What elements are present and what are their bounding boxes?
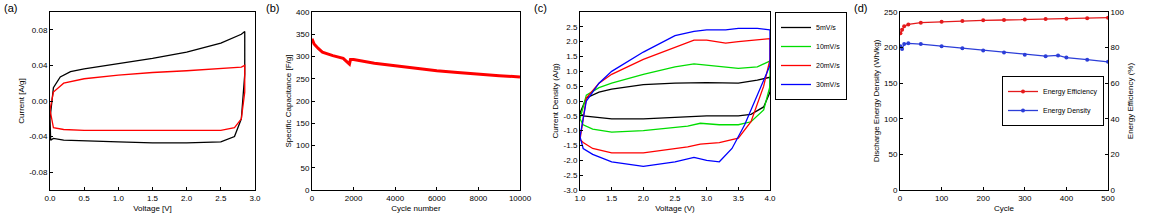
svg-text:20: 20 (1111, 150, 1120, 159)
svg-text:-0.08: -0.08 (29, 168, 48, 177)
svg-text:100: 100 (935, 194, 949, 203)
svg-text:0.0: 0.0 (44, 194, 56, 203)
svg-text:200: 200 (884, 43, 898, 52)
svg-text:50: 50 (888, 150, 897, 159)
svg-text:0.0: 0.0 (566, 97, 578, 106)
svg-text:-1.5: -1.5 (564, 141, 578, 150)
svg-text:300: 300 (296, 52, 310, 61)
svg-text:4.0: 4.0 (764, 194, 776, 203)
svg-text:(c): (c) (534, 2, 547, 14)
svg-text:3.5: 3.5 (733, 194, 745, 203)
svg-text:300: 300 (1018, 194, 1032, 203)
svg-text:50: 50 (300, 164, 309, 173)
svg-text:0: 0 (310, 194, 315, 203)
svg-text:40: 40 (1111, 115, 1120, 124)
svg-text:400: 400 (296, 8, 310, 17)
svg-text:0: 0 (305, 186, 310, 195)
svg-text:Cycle: Cycle (994, 204, 1015, 213)
svg-text:1.0: 1.0 (113, 194, 125, 203)
svg-text:(b): (b) (266, 2, 279, 14)
svg-text:20mV/s: 20mV/s (816, 62, 840, 69)
svg-text:5mV/s: 5mV/s (816, 24, 836, 31)
svg-text:Cycle number: Cycle number (391, 204, 441, 213)
svg-text:Voltage (V): Voltage (V) (655, 204, 695, 213)
svg-text:100: 100 (1111, 8, 1125, 17)
svg-text:250: 250 (296, 75, 310, 84)
svg-text:10000: 10000 (509, 194, 532, 203)
svg-text:1.5: 1.5 (606, 194, 618, 203)
svg-text:-0.5: -0.5 (564, 112, 578, 121)
svg-text:1.5: 1.5 (566, 52, 578, 61)
svg-text:100: 100 (884, 115, 898, 124)
svg-text:0: 0 (898, 194, 903, 203)
svg-text:Energy Efficiency: Energy Efficiency (1043, 88, 1097, 96)
svg-text:Current [A/g]: Current [A/g] (17, 78, 26, 123)
svg-text:2000: 2000 (345, 194, 363, 203)
svg-text:150: 150 (296, 119, 310, 128)
svg-text:10mV/s: 10mV/s (816, 43, 840, 50)
svg-text:0.5: 0.5 (79, 194, 91, 203)
svg-text:Energy Efficiency (%): Energy Efficiency (%) (1126, 63, 1135, 140)
svg-text:0: 0 (893, 186, 898, 195)
svg-text:1.0: 1.0 (574, 194, 586, 203)
svg-text:350: 350 (296, 30, 310, 39)
svg-text:Current Density (A/g): Current Density (A/g) (551, 63, 560, 138)
svg-text:3.0: 3.0 (249, 194, 261, 203)
svg-text:500: 500 (1101, 194, 1115, 203)
svg-text:8000: 8000 (470, 194, 488, 203)
svg-text:80: 80 (1111, 43, 1120, 52)
svg-text:30mV/s: 30mV/s (816, 81, 840, 88)
svg-text:2.0: 2.0 (181, 194, 193, 203)
svg-text:0.5: 0.5 (566, 82, 578, 91)
svg-text:200: 200 (977, 194, 991, 203)
svg-text:2.5: 2.5 (215, 194, 227, 203)
svg-text:2.5: 2.5 (669, 194, 681, 203)
svg-text:2.0: 2.0 (638, 194, 650, 203)
svg-text:0.08: 0.08 (32, 26, 48, 35)
svg-text:400: 400 (1060, 194, 1074, 203)
svg-text:250: 250 (884, 8, 898, 17)
svg-text:-3.0: -3.0 (564, 186, 578, 195)
svg-text:0.04: 0.04 (32, 61, 48, 70)
svg-text:1.0: 1.0 (566, 67, 578, 76)
svg-text:-1.0: -1.0 (564, 126, 578, 135)
svg-text:100: 100 (296, 141, 310, 150)
svg-text:-2.0: -2.0 (564, 156, 578, 165)
svg-text:-0.04: -0.04 (29, 132, 48, 141)
svg-text:0.00: 0.00 (32, 97, 48, 106)
svg-text:3.0: 3.0 (701, 194, 713, 203)
svg-text:2.0: 2.0 (566, 37, 578, 46)
svg-text:(d): (d) (854, 2, 867, 14)
svg-text:-2.5: -2.5 (564, 171, 578, 180)
svg-text:200: 200 (296, 97, 310, 106)
svg-text:0: 0 (1111, 186, 1116, 195)
svg-text:6000: 6000 (428, 194, 446, 203)
svg-text:Discharge Energy Density (Wh/k: Discharge Energy Density (Wh/kg) (872, 39, 881, 162)
svg-text:Voltage [V]: Voltage [V] (133, 204, 172, 213)
svg-text:60: 60 (1111, 79, 1120, 88)
svg-text:(a): (a) (4, 2, 17, 14)
svg-text:150: 150 (884, 79, 898, 88)
svg-text:Energy Density: Energy Density (1043, 107, 1091, 115)
svg-text:Specific Capacitance [F/g]: Specific Capacitance [F/g] (284, 55, 293, 148)
svg-text:2.5: 2.5 (566, 23, 578, 32)
svg-text:4000: 4000 (386, 194, 404, 203)
svg-text:1.5: 1.5 (147, 194, 159, 203)
